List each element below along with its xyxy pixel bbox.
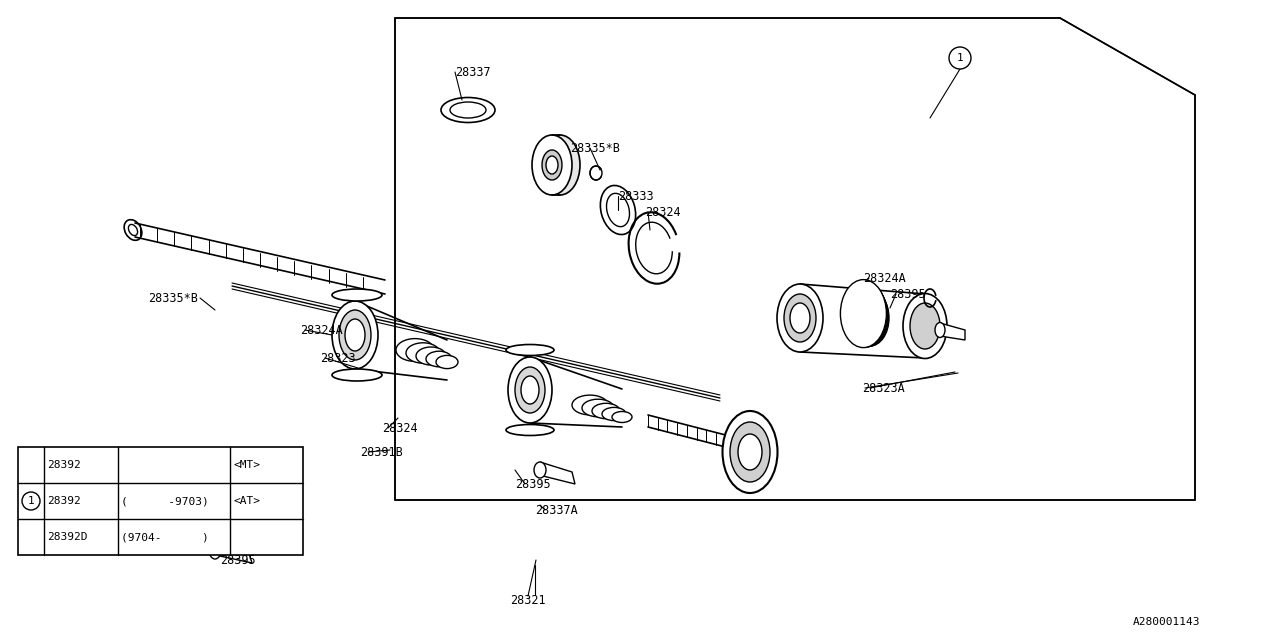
Ellipse shape xyxy=(591,403,620,419)
Ellipse shape xyxy=(406,343,440,363)
Polygon shape xyxy=(940,323,965,340)
Circle shape xyxy=(22,492,40,510)
Text: 28395: 28395 xyxy=(890,287,925,301)
Ellipse shape xyxy=(442,97,495,122)
Text: 28335*B: 28335*B xyxy=(148,291,198,305)
Text: 1: 1 xyxy=(956,53,964,63)
Polygon shape xyxy=(540,462,575,484)
Ellipse shape xyxy=(582,399,614,417)
Ellipse shape xyxy=(506,344,554,355)
Text: 28392: 28392 xyxy=(47,496,81,506)
Text: 28335*B: 28335*B xyxy=(570,141,620,154)
Text: <MT>: <MT> xyxy=(233,460,260,470)
Ellipse shape xyxy=(128,225,137,236)
Text: 28391B: 28391B xyxy=(360,445,403,458)
Ellipse shape xyxy=(607,193,630,227)
Ellipse shape xyxy=(521,376,539,404)
Text: 28392: 28392 xyxy=(47,460,81,470)
Ellipse shape xyxy=(851,290,890,346)
Text: <AT>: <AT> xyxy=(233,496,260,506)
Ellipse shape xyxy=(436,355,458,369)
Bar xyxy=(18,447,303,555)
Ellipse shape xyxy=(534,462,547,478)
Text: 28324: 28324 xyxy=(381,422,417,435)
Ellipse shape xyxy=(451,102,486,118)
Ellipse shape xyxy=(124,220,142,241)
Text: 28323A: 28323A xyxy=(861,381,905,394)
Ellipse shape xyxy=(730,422,771,482)
Text: (      -9703): ( -9703) xyxy=(122,496,209,506)
Text: 28333: 28333 xyxy=(618,189,654,202)
Ellipse shape xyxy=(332,369,381,381)
Polygon shape xyxy=(396,18,1196,500)
Text: 1: 1 xyxy=(28,496,35,506)
Ellipse shape xyxy=(602,408,626,420)
Ellipse shape xyxy=(339,310,371,360)
Ellipse shape xyxy=(783,294,817,342)
Ellipse shape xyxy=(790,303,810,333)
Text: 28324A: 28324A xyxy=(300,323,343,337)
Text: 28321: 28321 xyxy=(511,593,545,607)
Ellipse shape xyxy=(332,289,381,301)
Text: A280001143: A280001143 xyxy=(1133,617,1201,627)
Ellipse shape xyxy=(508,357,552,423)
Text: 28324: 28324 xyxy=(645,205,681,218)
Ellipse shape xyxy=(844,282,887,347)
Ellipse shape xyxy=(515,367,545,413)
Ellipse shape xyxy=(547,156,558,174)
Ellipse shape xyxy=(506,424,554,435)
Circle shape xyxy=(948,47,972,69)
Ellipse shape xyxy=(739,434,762,470)
Ellipse shape xyxy=(590,166,602,180)
Text: 28395: 28395 xyxy=(515,477,550,490)
Ellipse shape xyxy=(777,284,823,352)
Ellipse shape xyxy=(209,541,221,559)
Ellipse shape xyxy=(532,135,572,195)
Ellipse shape xyxy=(841,280,887,348)
Ellipse shape xyxy=(902,294,947,358)
Ellipse shape xyxy=(849,287,888,346)
Text: 28337A: 28337A xyxy=(535,504,577,516)
Ellipse shape xyxy=(540,135,580,195)
Ellipse shape xyxy=(416,347,445,365)
Ellipse shape xyxy=(910,303,940,349)
Text: 28324A: 28324A xyxy=(863,271,906,285)
Ellipse shape xyxy=(396,339,434,362)
Ellipse shape xyxy=(612,412,632,422)
Ellipse shape xyxy=(346,319,365,351)
Text: 28323: 28323 xyxy=(320,351,356,365)
Text: 28337: 28337 xyxy=(454,65,490,79)
Ellipse shape xyxy=(934,323,945,337)
Ellipse shape xyxy=(541,150,562,180)
Text: 28395: 28395 xyxy=(220,554,256,566)
Ellipse shape xyxy=(846,285,888,347)
Ellipse shape xyxy=(572,395,608,415)
Ellipse shape xyxy=(600,186,636,234)
Ellipse shape xyxy=(722,411,777,493)
Ellipse shape xyxy=(426,351,452,367)
Text: (9704-      ): (9704- ) xyxy=(122,532,209,542)
Ellipse shape xyxy=(332,301,378,369)
Text: 28392D: 28392D xyxy=(47,532,87,542)
Polygon shape xyxy=(215,540,252,563)
